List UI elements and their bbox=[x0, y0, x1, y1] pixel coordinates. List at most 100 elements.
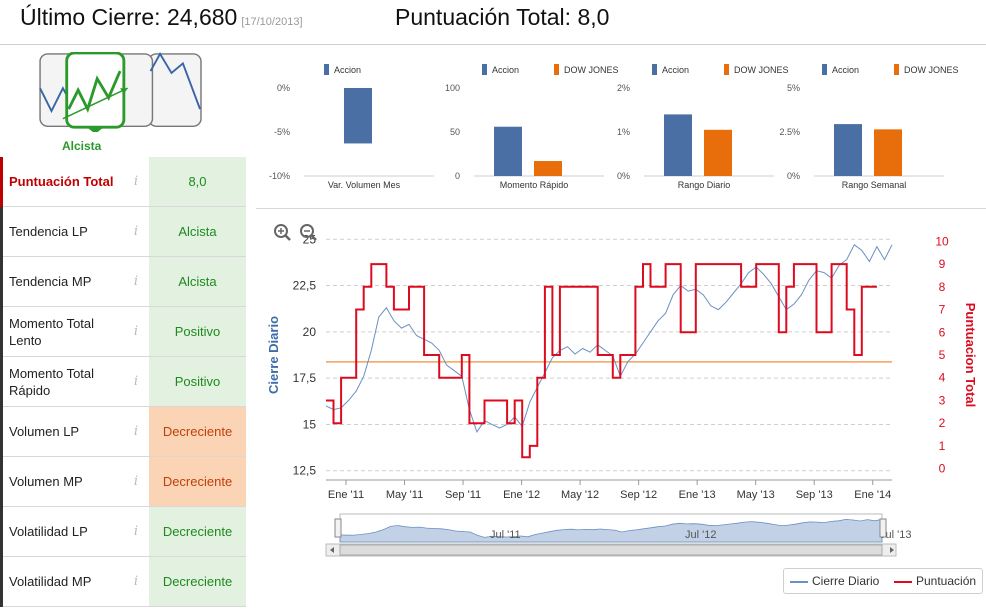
y2-tick-label: 8 bbox=[939, 280, 946, 294]
x-tick-label: Sep '12 bbox=[620, 489, 657, 501]
y2-tick-label: 4 bbox=[939, 371, 946, 385]
y-tick-label: 0% bbox=[617, 171, 630, 181]
legend-swatch bbox=[482, 64, 487, 75]
indicator-row: Volumen MP i Decreciente bbox=[0, 456, 246, 507]
indicator-row: Momento Total Rápido i Positivo bbox=[0, 356, 246, 407]
navigator-label: Jul '11 bbox=[490, 529, 521, 541]
x-tick-label: May '11 bbox=[386, 489, 423, 501]
chart-legend[interactable]: Cierre Diario Puntuación bbox=[783, 568, 983, 594]
y2-tick-label: 5 bbox=[939, 348, 946, 362]
legend-swatch-cierre bbox=[790, 580, 808, 583]
bar-dow-jones bbox=[874, 129, 902, 176]
last-close-date: [17/10/2013] bbox=[241, 16, 303, 28]
info-icon[interactable]: i bbox=[123, 306, 149, 357]
y-tick-label: 0% bbox=[787, 171, 800, 181]
indicator-row: Tendencia MP i Alcista bbox=[0, 256, 246, 307]
legend-label: DOW JONES bbox=[734, 65, 789, 75]
legend-swatch bbox=[554, 64, 559, 75]
indicator-value: Decreciente bbox=[149, 556, 246, 607]
y-tick-label: -10% bbox=[269, 171, 290, 181]
legend-swatch bbox=[652, 64, 657, 75]
info-icon[interactable]: i bbox=[123, 206, 149, 257]
legend-label: Accion bbox=[832, 65, 859, 75]
bar-accion bbox=[344, 88, 372, 144]
scroll-right-icon[interactable] bbox=[890, 547, 894, 553]
scrollbar[interactable] bbox=[325, 543, 897, 557]
legend-swatch bbox=[894, 64, 899, 75]
legend-label-cierre: Cierre Diario bbox=[812, 574, 880, 588]
x-tick-label: Sep '11 bbox=[445, 489, 481, 501]
indicator-row: Momento Total Lento i Positivo bbox=[0, 306, 246, 357]
x-tick-label: Ene '14 bbox=[854, 489, 891, 501]
bar-accion bbox=[494, 126, 522, 176]
indicator-table: Puntuación Total i 8,0 Tendencia LP i Alcista… bbox=[0, 157, 246, 607]
last-close-value: 24,680 bbox=[166, 4, 238, 30]
y-tick-label: 100 bbox=[445, 83, 460, 93]
navigator-label: Jul '12 bbox=[685, 529, 716, 541]
y2-tick-label: 6 bbox=[939, 325, 946, 339]
legend-swatch bbox=[724, 64, 729, 75]
zoom-in-icon[interactable] bbox=[274, 224, 291, 241]
trend-label: Alcista bbox=[62, 139, 102, 153]
info-icon[interactable]: i bbox=[123, 456, 149, 507]
scroll-left-icon[interactable] bbox=[330, 547, 334, 553]
x-tick-label: Sep '13 bbox=[796, 489, 833, 501]
navigator-handle-right[interactable] bbox=[879, 518, 887, 538]
y-tick-label: 12,5 bbox=[293, 464, 317, 478]
info-icon[interactable]: i bbox=[123, 406, 149, 457]
mini-bar-charts: Accion 0% -5% -10% Var. Volumen Mes Accion DOW… bbox=[269, 64, 959, 190]
zoom-out-icon[interactable] bbox=[300, 224, 317, 241]
navigator-label: Jul '13 bbox=[880, 529, 911, 541]
navigator-handle-left[interactable] bbox=[334, 518, 342, 538]
indicator-value: 8,0 bbox=[149, 157, 246, 207]
total-score-label: Puntuación Total: bbox=[395, 4, 572, 30]
legend-item-cierre[interactable]: Cierre Diario bbox=[790, 574, 879, 588]
x-axis-label: Rango Diario bbox=[678, 180, 731, 190]
y2-axis-title: Puntuacion Total bbox=[963, 303, 978, 407]
bar-accion bbox=[834, 124, 862, 176]
y-tick-label: -5% bbox=[274, 127, 290, 137]
y-axis-title: Cierre Diario bbox=[266, 316, 281, 394]
info-icon[interactable]: i bbox=[123, 157, 149, 207]
y-tick-label: 0% bbox=[277, 83, 290, 93]
y-tick-label: 22,5 bbox=[293, 279, 317, 293]
indicator-name: Tendencia LP bbox=[0, 206, 123, 257]
indicator-row: Volatilidad LP i Decreciente bbox=[0, 506, 246, 557]
mini-chart-2: Accion DOW JONES 2% 1% 0% Rango Diario bbox=[617, 64, 789, 190]
y2-tick-label: 2 bbox=[939, 416, 946, 430]
indicator-row: Puntuación Total i 8,0 bbox=[0, 157, 246, 207]
indicator-row: Volumen LP i Decreciente bbox=[0, 406, 246, 457]
page-header: Último Cierre: 24,680 [17/10/2013] Puntua… bbox=[0, 0, 986, 45]
y-tick-label: 20 bbox=[303, 325, 317, 339]
indicator-row: Volatilidad MP i Decreciente bbox=[0, 556, 246, 607]
mini-chart-3: Accion DOW JONES 5% 2.5% 0% Rango Semanal bbox=[779, 64, 959, 190]
scrollbar-thumb[interactable] bbox=[339, 544, 883, 556]
y2-tick-label: 10 bbox=[935, 234, 949, 248]
legend-swatch bbox=[822, 64, 827, 75]
x-tick-label: May '13 bbox=[737, 489, 775, 501]
bar-dow-jones bbox=[534, 161, 562, 176]
indicator-value: Decreciente bbox=[149, 506, 246, 557]
x-tick-label: Ene '13 bbox=[679, 489, 716, 501]
section-divider bbox=[256, 208, 986, 209]
y-tick-label: 0 bbox=[455, 171, 460, 181]
mini-chart-0: Accion 0% -5% -10% Var. Volumen Mes bbox=[269, 64, 434, 190]
navigator[interactable]: Jul '11 Jul '12 Jul '13 bbox=[334, 513, 911, 543]
info-icon[interactable]: i bbox=[123, 506, 149, 557]
info-icon[interactable]: i bbox=[123, 556, 149, 607]
legend-label: Accion bbox=[334, 65, 361, 75]
last-close-label: Último Cierre: bbox=[20, 4, 161, 30]
y2-tick-label: 7 bbox=[939, 303, 946, 317]
info-icon[interactable]: i bbox=[123, 256, 149, 307]
bar-accion bbox=[664, 114, 692, 176]
legend-item-puntuacion[interactable]: Puntuación bbox=[894, 574, 976, 588]
info-icon[interactable]: i bbox=[123, 356, 149, 407]
indicator-value: Decreciente bbox=[149, 406, 246, 457]
bar-dow-jones bbox=[704, 129, 732, 176]
indicator-name: Momento Total Rápido bbox=[0, 356, 123, 407]
y2-tick-label: 0 bbox=[939, 462, 946, 476]
mini-chart-1: Accion DOW JONES 100 50 0 Momento Rápido bbox=[445, 64, 619, 190]
indicator-value: Decreciente bbox=[149, 456, 246, 507]
indicator-name: Puntuación Total bbox=[0, 157, 123, 207]
